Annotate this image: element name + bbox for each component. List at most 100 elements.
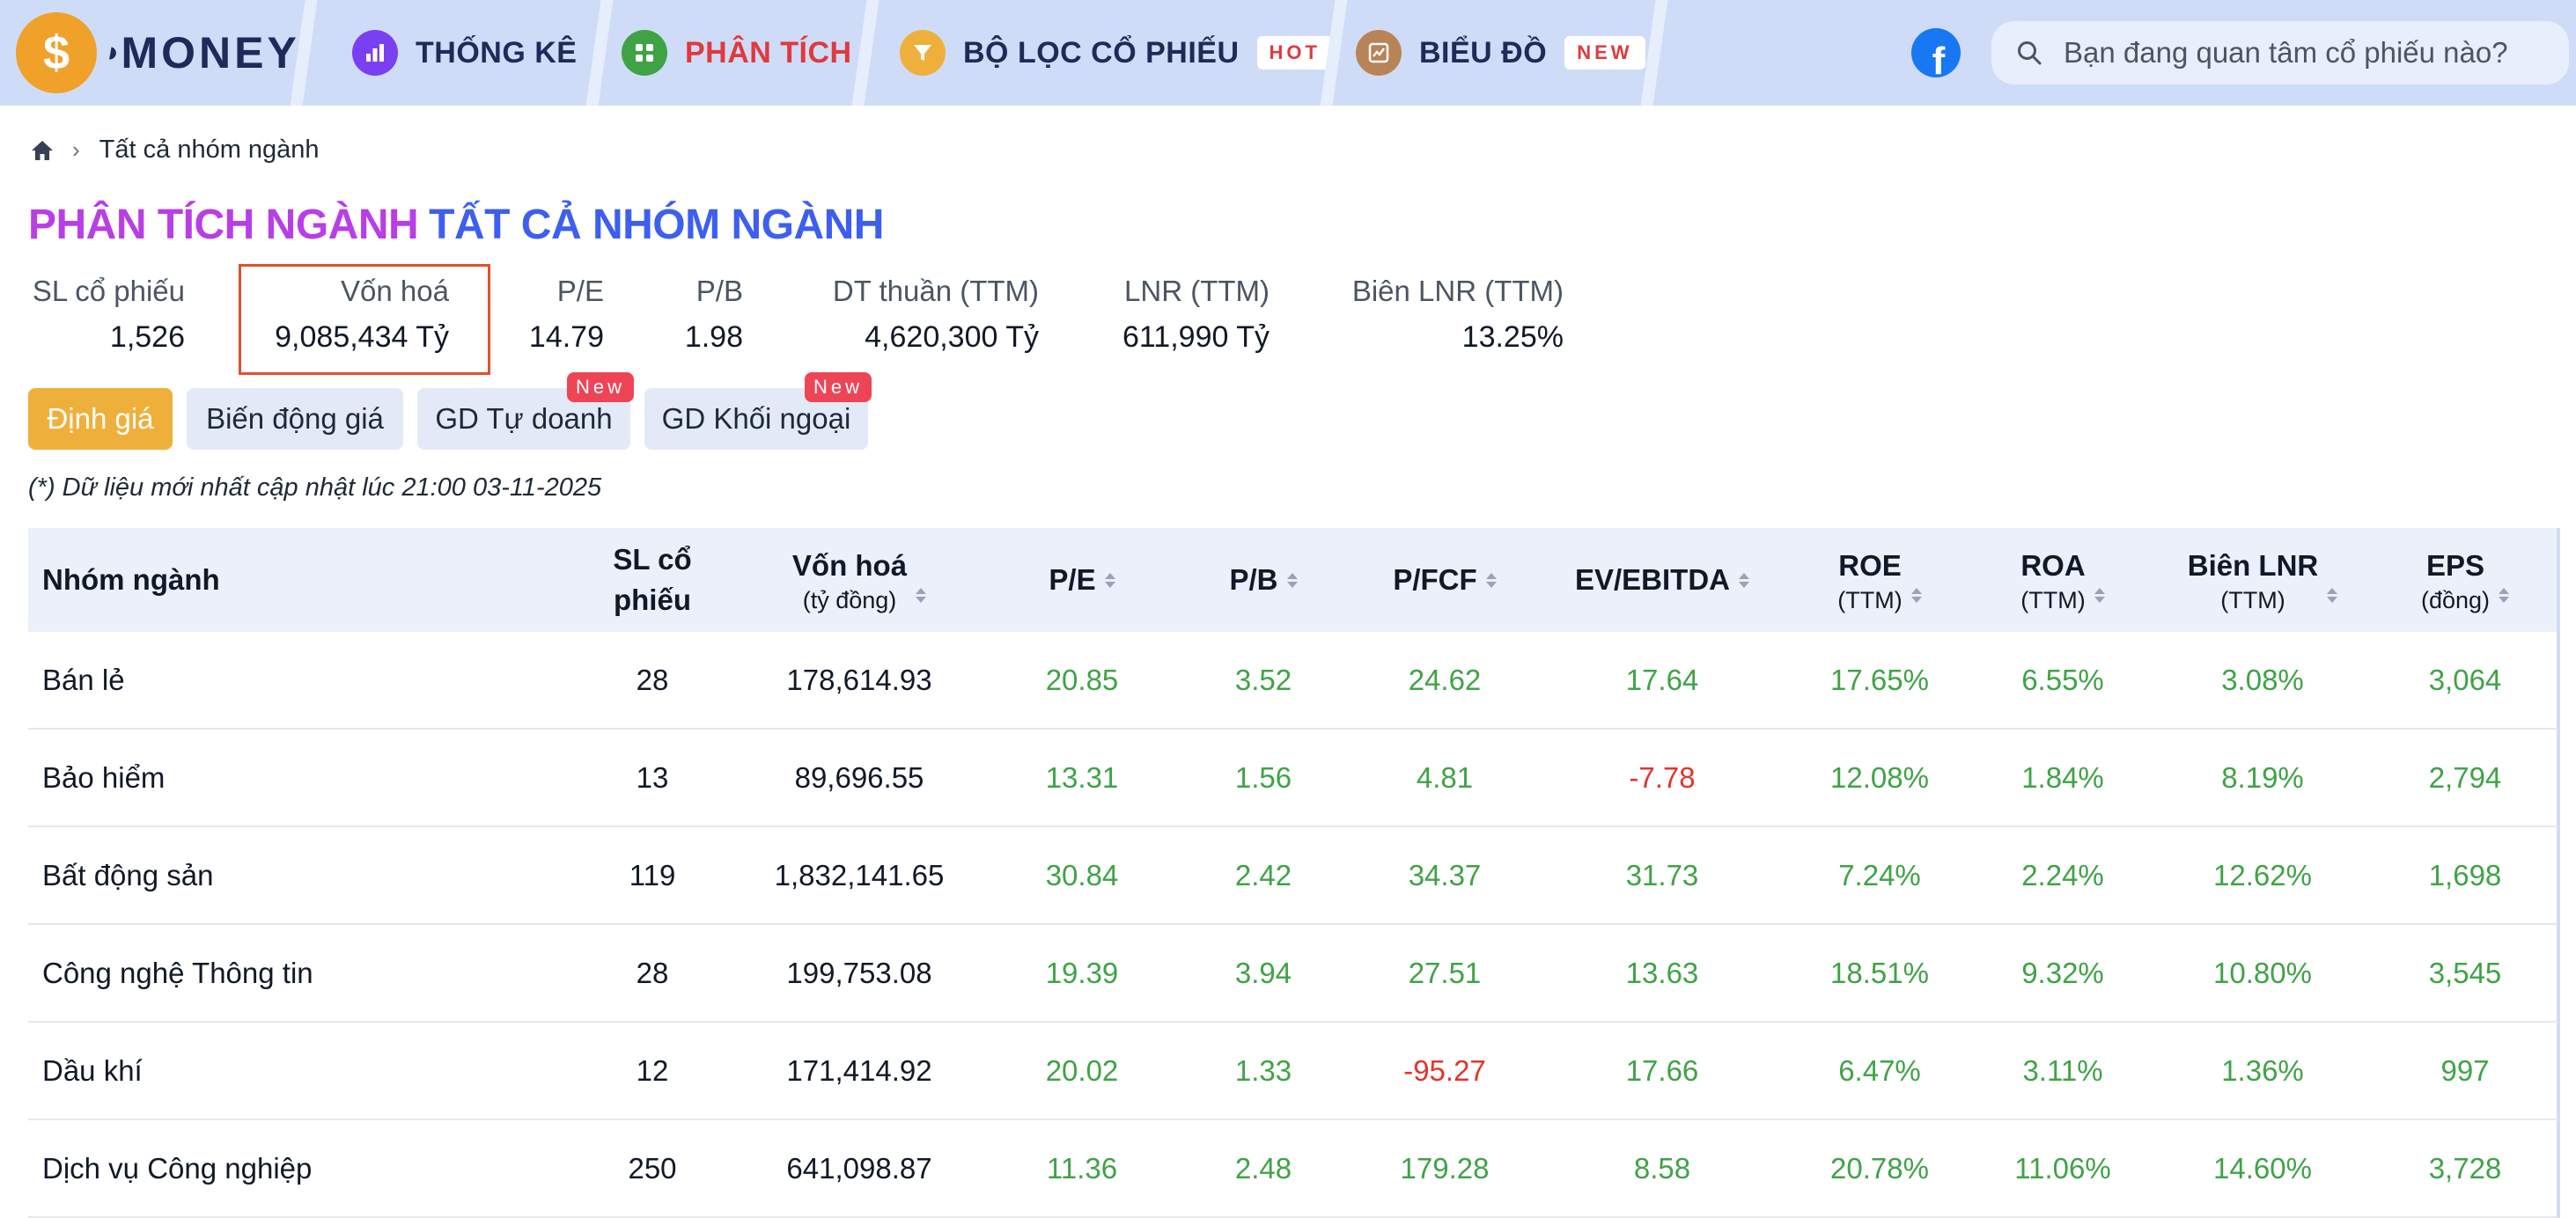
stat-label: P/B [696, 275, 743, 307]
stat-label: Biên LNR (TTM) [1351, 275, 1564, 307]
col-sl-co-phieu-cell: 12 [636, 1053, 669, 1087]
sort-icon[interactable] [1910, 587, 1922, 603]
col-bien-lnr-header[interactable]: Biên LNR (TTM) [2148, 528, 2377, 632]
stat-pb: P/B 1.98 [669, 275, 743, 355]
nav-divider [585, 0, 614, 106]
col-pfcf-cell: 27.51 [1408, 956, 1482, 989]
tab-bien-dong-gia[interactable]: Biến động giá [187, 388, 403, 450]
tab-label: GD Khối ngoại [661, 402, 851, 435]
logo[interactable]: $ •MONEY [16, 7, 300, 99]
col-von-hoa-cell: 199,753.08 [786, 956, 932, 989]
sort-icon[interactable] [2094, 587, 2105, 603]
search-input[interactable] [2062, 35, 2558, 70]
col-roa-cell: 9.32% [2021, 956, 2104, 989]
facebook-icon[interactable]: f [1911, 28, 1961, 77]
sort-icon[interactable] [916, 587, 927, 603]
sector-name-link[interactable]: Dầu khí [42, 1053, 143, 1087]
nav-tab-bieu-do[interactable]: BIỂU ĐỒ NEW [1356, 0, 1645, 106]
col-ev-ebitda-cell: 17.66 [1625, 1053, 1699, 1087]
col-pb-cell: 2.42 [1234, 858, 1292, 891]
nav-tab-bo-loc-co-phieu[interactable]: BỘ LỌC CỔ PHIẾU HOT [900, 0, 1333, 106]
col-pfcf-header[interactable]: P/FCF [1330, 528, 1559, 632]
table-body: Bán lẻ 28 178,614.93 20.85 3.52 24.62 17.64 17.… [28, 632, 2560, 1218]
sector-name-link[interactable]: Công nghệ Thông tin [42, 956, 313, 989]
table-row[interactable]: Dịch vụ Công nghiệp 250 641,098.87 11.36 2.4… [28, 1120, 2560, 1218]
stat-value: 4,620,300 Tỷ [865, 320, 1039, 354]
header-subtitle: (TTM) [2220, 586, 2285, 613]
stat-von-hoa: Vốn hoá 9,085,434 Tỷ [255, 275, 449, 355]
col-ev-ebitda-cell: 8.58 [1633, 1151, 1691, 1185]
filter-icon [900, 30, 946, 76]
header-subtitle: (TTM) [1837, 586, 1903, 613]
breadcrumb: › Tất cả nhóm ngành [30, 136, 320, 165]
sort-icon[interactable] [1104, 572, 1115, 588]
tab-gd-tu-doanh[interactable]: GD Tự doanh New [417, 372, 634, 450]
header-title: ROE [1838, 549, 1902, 583]
grid-icon [622, 30, 667, 76]
col-roe-cell: 6.47% [1838, 1053, 1921, 1087]
new-badge: NEW [1564, 36, 1645, 70]
header-title: P/E [1049, 562, 1096, 596]
header-subtitle: (TTM) [2020, 586, 2086, 613]
col-sl-co-phieu-header: SL cổ phiếu [538, 528, 767, 632]
tab-label: Biến động giá [206, 402, 384, 435]
tab-gd-khoi-ngoai[interactable]: GD Khối ngoại New [644, 372, 872, 450]
col-ev-ebitda-cell: 13.63 [1625, 956, 1699, 989]
nav-tab-phan-tich[interactable]: PHÂN TÍCH [622, 0, 852, 106]
stat-label: P/E [556, 275, 604, 307]
search-icon [2018, 41, 2042, 65]
col-ev-ebitda-cell: 31.73 [1625, 858, 1699, 891]
sector-name-link[interactable]: Bảo hiểm [42, 760, 166, 794]
col-bien-lnr-cell: 3.08% [2221, 663, 2304, 696]
col-pe-header[interactable]: P/E [968, 528, 1196, 632]
sort-icon[interactable] [1286, 572, 1298, 588]
table-row[interactable]: Bảo hiểm 13 89,696.55 13.31 1.56 4.81 -7.78 12.… [28, 730, 2560, 827]
sector-name-link[interactable]: Bán lẻ [42, 663, 125, 696]
col-von-hoa-cell: 89,696.55 [794, 760, 924, 794]
update-note: (*) Dữ liệu mới nhất cập nhật lúc 21:00 … [28, 473, 602, 502]
table-row[interactable]: Bất động sản 119 1,832,141.65 30.84 2.42 34.3… [28, 827, 2560, 925]
table-row[interactable]: Dầu khí 12 171,414.92 20.02 1.33 -95.27 17.66 6… [28, 1023, 2560, 1120]
stat-label: LNR (TTM) [1124, 275, 1270, 307]
col-roe-header[interactable]: ROE (TTM) [1765, 528, 1994, 632]
col-pb-cell: 3.94 [1234, 956, 1292, 989]
col-sl-co-phieu-cell: 119 [629, 858, 676, 891]
sort-icon[interactable] [2327, 587, 2338, 603]
nav-tab-label: BỘ LỌC CỔ PHIẾU [963, 35, 1240, 70]
col-roe-cell: 12.08% [1830, 760, 1929, 794]
home-icon[interactable] [30, 138, 55, 163]
stat-label: DT thuần (TTM) [832, 275, 1039, 307]
sector-name-link[interactable]: Dịch vụ Công nghiệp [42, 1151, 313, 1185]
nav-tab-thong-ke[interactable]: THỐNG KÊ [352, 0, 577, 106]
col-pe-cell: 20.85 [1045, 663, 1119, 696]
col-pe-cell: 13.31 [1045, 760, 1119, 794]
col-pfcf-cell: 34.37 [1408, 858, 1482, 891]
col-eps-header[interactable]: EPS (đồng) [2351, 528, 2576, 632]
nav-tab-label: THỐNG KÊ [416, 35, 578, 70]
header-title: SL cổ [613, 542, 692, 576]
col-roa-cell: 1.84% [2021, 760, 2104, 794]
col-ev-ebitda-header[interactable]: EV/EBITDA [1548, 528, 1777, 632]
nav-divider [851, 0, 880, 106]
col-eps-cell: 3,064 [2428, 663, 2502, 696]
col-eps-cell: 1,698 [2428, 858, 2502, 891]
table-row[interactable]: Công nghệ Thông tin 28 199,753.08 19.39 3.94… [28, 925, 2560, 1023]
search-box[interactable] [1991, 21, 2569, 84]
table-row[interactable]: Bán lẻ 28 178,614.93 20.85 3.52 24.62 17.64 17.… [28, 632, 2560, 730]
col-roa-header[interactable]: ROA (TTM) [1948, 528, 2177, 632]
col-eps-cell: 2,794 [2428, 760, 2502, 794]
col-sl-co-phieu-cell: 250 [628, 1151, 677, 1185]
tab-dinh-gia[interactable]: Định giá [28, 388, 173, 450]
col-roa-cell: 6.55% [2021, 663, 2104, 696]
col-von-hoa-header[interactable]: Vốn hoá (tỷ đồng) [745, 528, 974, 632]
col-roa-cell: 2.24% [2021, 858, 2104, 891]
sector-name-link[interactable]: Bất động sản [42, 858, 214, 891]
sort-icon[interactable] [2499, 587, 2510, 603]
hot-badge: HOT [1256, 36, 1333, 70]
header-title: Nhóm ngành [42, 562, 220, 596]
col-pb-header[interactable]: P/B [1149, 528, 1378, 632]
col-pe-cell: 30.84 [1045, 858, 1119, 891]
sort-icon[interactable] [1739, 572, 1750, 588]
sort-icon[interactable] [1485, 572, 1497, 588]
page-title-part2: TẤT CẢ NHÓM NGÀNH [429, 202, 884, 248]
